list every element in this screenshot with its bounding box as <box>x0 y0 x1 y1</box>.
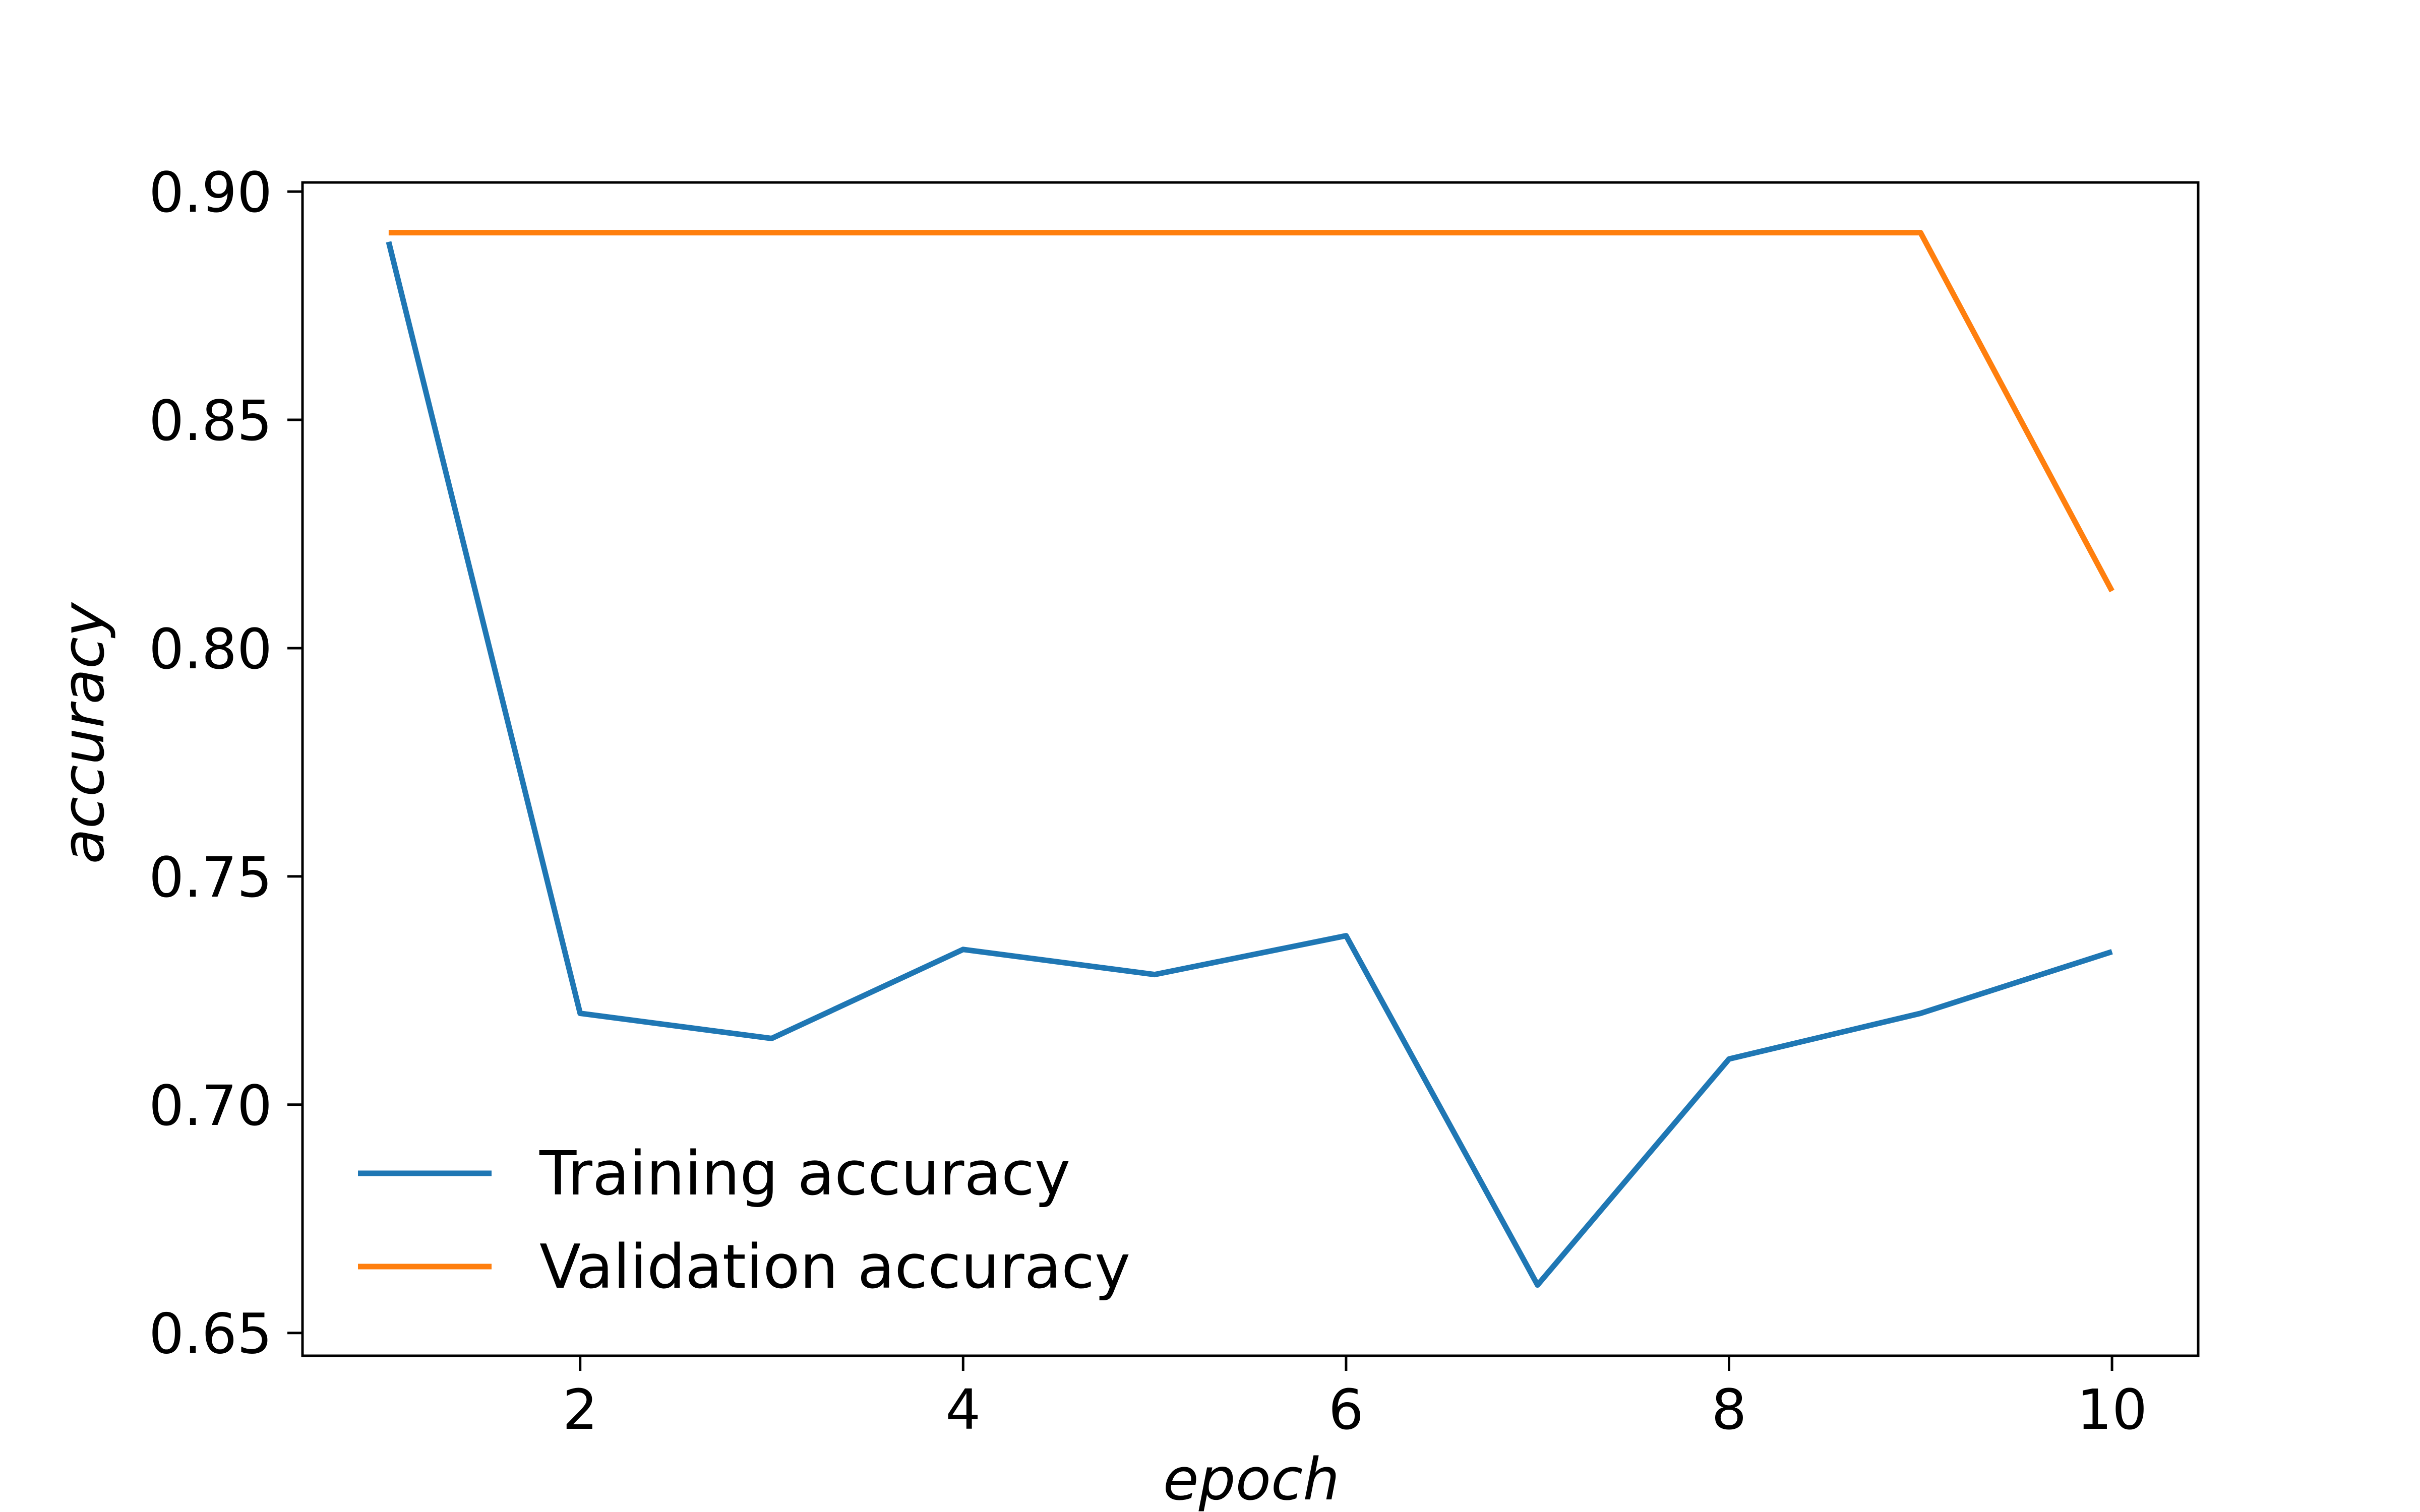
x-tick-label: 2 <box>563 1377 598 1442</box>
legend-entry-1: Training accuracy <box>539 1139 1070 1209</box>
y-tick-label: 0.80 <box>149 617 272 681</box>
series-line-1 <box>386 241 2113 1288</box>
x-tick-label: 8 <box>1711 1377 1746 1442</box>
y-axis-label: accuracy <box>50 602 117 864</box>
y-tick-label: 0.70 <box>149 1074 272 1138</box>
series-layer <box>386 230 2114 1288</box>
y-tick-label: 0.75 <box>149 845 272 910</box>
y-tick-label: 0.90 <box>149 160 272 225</box>
legend-entry-2: Validation accuracy <box>539 1232 1130 1302</box>
y-tick-label: 0.85 <box>149 389 272 453</box>
x-tick-label: 6 <box>1328 1377 1364 1442</box>
x-tick-label: 4 <box>945 1377 981 1442</box>
x-tick-label: 10 <box>2077 1377 2147 1442</box>
legend: Training accuracy Validation accuracy <box>358 1139 1130 1302</box>
plot-frame <box>301 181 2200 1357</box>
x-axis-label: epoch <box>1163 1446 1340 1512</box>
series-line-2 <box>388 230 2114 593</box>
y-tick-label: 0.65 <box>149 1302 272 1366</box>
axes-layer: 2 4 6 8 10 0.65 0.70 0.75 0.80 0.85 0.90 <box>149 160 2200 1442</box>
